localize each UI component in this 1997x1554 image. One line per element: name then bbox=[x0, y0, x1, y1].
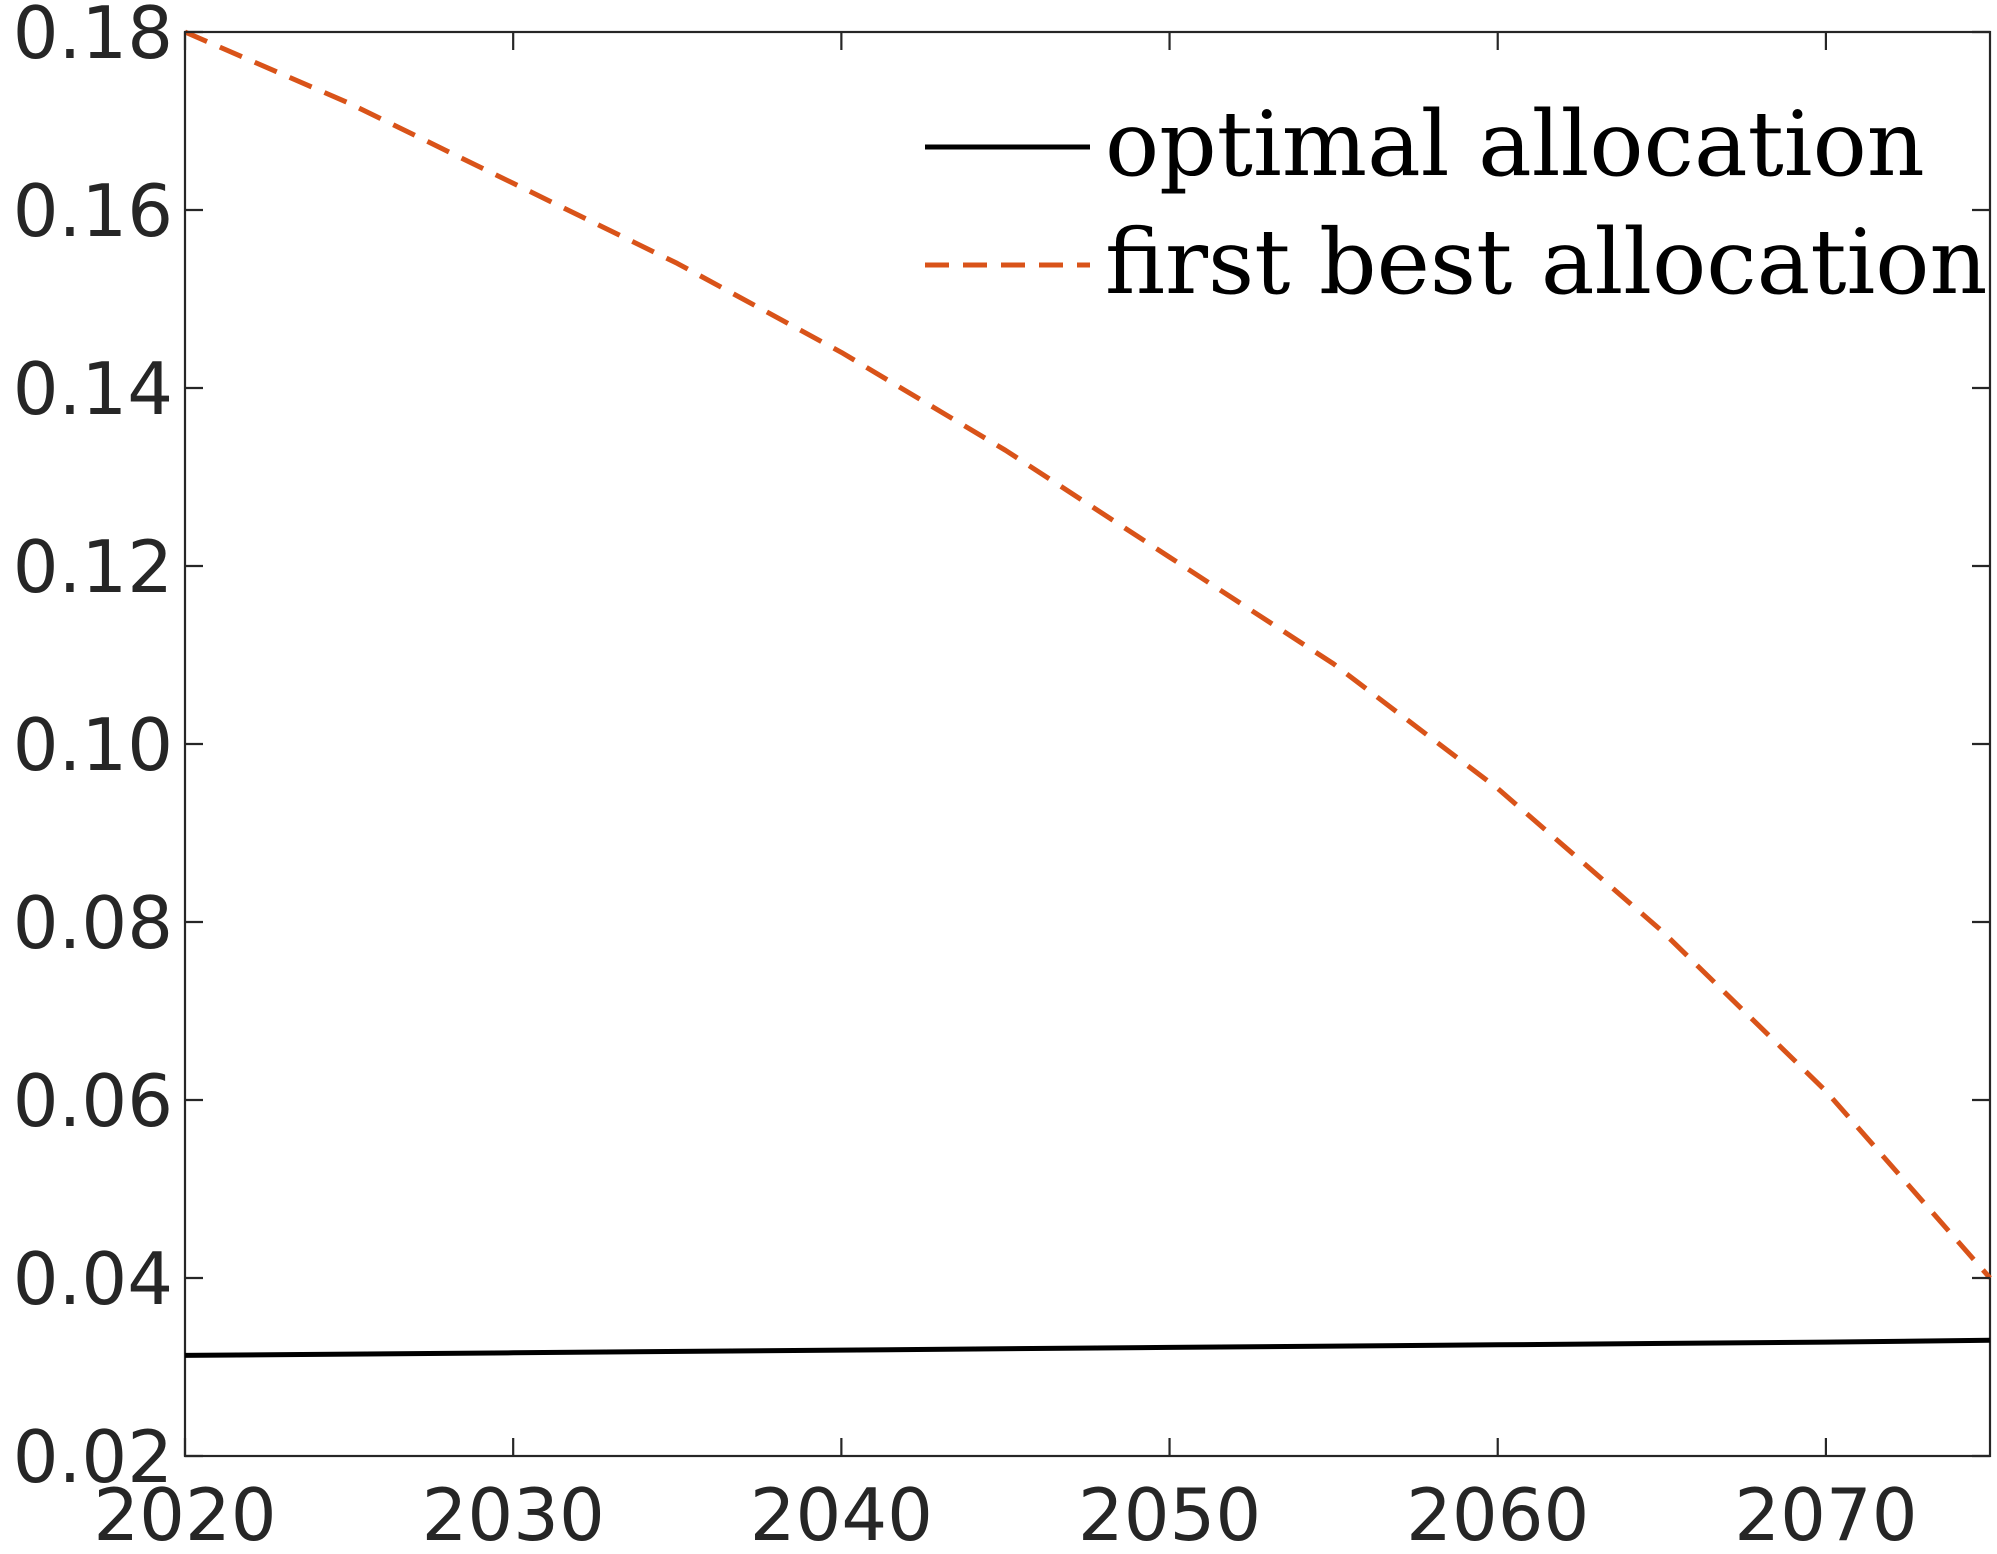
y-tick-label: 0.12 bbox=[13, 525, 173, 609]
y-tick-label: 0.16 bbox=[13, 169, 173, 253]
series-lines bbox=[184, 29, 1992, 1358]
y-tick-label: 0.14 bbox=[13, 347, 173, 431]
y-tick-label: 0.08 bbox=[13, 881, 173, 965]
y-tick-label: 0.02 bbox=[13, 1415, 173, 1499]
legend-label: optimal allocation bbox=[1105, 92, 1925, 197]
y-tick-label: 0.18 bbox=[13, 0, 173, 75]
legend-label: first best allocation bbox=[1105, 210, 1987, 315]
legend: optimal allocation first best allocation bbox=[925, 92, 1987, 315]
series-line-optimal-allocation bbox=[184, 1337, 1991, 1358]
x-tick-label: 2040 bbox=[750, 1473, 933, 1554]
x-tick-label: 2050 bbox=[1078, 1473, 1261, 1554]
y-tick-label: 0.10 bbox=[13, 703, 173, 787]
x-tick-label: 2020 bbox=[93, 1473, 276, 1554]
y-tick-label: 0.06 bbox=[13, 1059, 173, 1143]
y-axis: 0.02 0.04 0.06 0.08 0.10 0.12 0.14 0.16 0.18 bbox=[13, 0, 1990, 1499]
x-tick-label: 2060 bbox=[1406, 1473, 1589, 1554]
x-tick-label: 2070 bbox=[1734, 1473, 1917, 1554]
x-axis: 2020 2030 2040 2050 2060 2070 bbox=[93, 32, 1918, 1554]
y-tick-label: 0.04 bbox=[13, 1237, 173, 1321]
x-tick-label: 2030 bbox=[422, 1473, 605, 1554]
